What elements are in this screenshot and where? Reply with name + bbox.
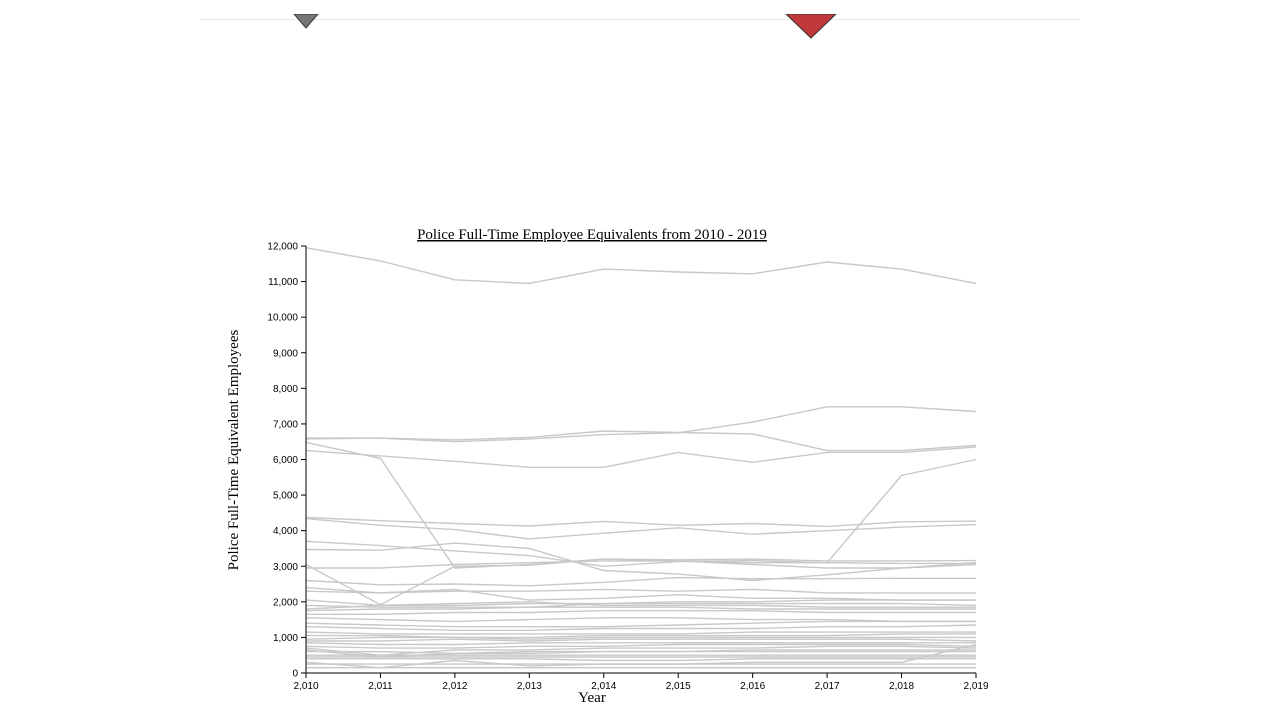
series-line-17[interactable] [305, 601, 976, 610]
x-tick-label: 2,010 [293, 681, 318, 692]
x-tick-label: 2,018 [889, 681, 914, 692]
y-tick-label: 6,000 [273, 455, 298, 466]
y-tick-label: 8,000 [273, 384, 298, 395]
x-tick-label: 2,012 [442, 681, 467, 692]
gray-diamond-marker[interactable] [292, 14, 320, 30]
red-diamond-marker[interactable] [784, 14, 838, 40]
x-tick-label: 2,015 [666, 681, 691, 692]
series-line-8[interactable] [305, 540, 976, 568]
series-line-34[interactable] [306, 658, 976, 662]
series-line-27[interactable] [305, 642, 976, 646]
series-line-19[interactable] [306, 610, 976, 615]
series-line-1[interactable] [305, 247, 977, 285]
top-divider [200, 19, 1080, 20]
series-line-31[interactable] [306, 650, 976, 655]
y-tick-label: 4,000 [273, 526, 298, 537]
series-line-21[interactable] [305, 620, 976, 628]
y-tick-label: 11,000 [268, 277, 298, 288]
y-axis-title: Police Full-Time Equivalent Employees [226, 330, 242, 571]
series-line-28[interactable] [305, 643, 977, 649]
y-tick-label: 5,000 [273, 491, 298, 502]
series-line-24[interactable] [306, 633, 976, 639]
x-tick-label: 2,016 [740, 681, 765, 692]
series-line-23[interactable] [305, 631, 976, 635]
series-line-12[interactable] [305, 576, 976, 587]
y-tick-label: 7,000 [273, 419, 298, 430]
y-tick-label: 3,000 [273, 562, 298, 573]
y-tick-label: 10,000 [267, 313, 298, 324]
series-line-14[interactable] [305, 588, 976, 594]
series-line-18[interactable] [305, 606, 976, 612]
series-line-2[interactable] [305, 406, 977, 443]
series-line-5[interactable] [305, 446, 977, 468]
series-lines [305, 247, 977, 669]
series-line-20[interactable] [305, 617, 976, 623]
series-line-16[interactable] [305, 602, 977, 608]
series-line-6[interactable] [305, 516, 977, 528]
axes: 0 1,000 2,000 3,000 4,000 5,000 6,000 7,000 8,00… [267, 242, 989, 693]
series-line-15[interactable] [305, 599, 976, 607]
chart-title: Police Full-Time Employee Equivalents fr… [417, 227, 767, 243]
series-line-3[interactable] [306, 430, 977, 452]
x-tick-label: 2,019 [963, 681, 988, 692]
x-tick-label: 2,011 [368, 681, 393, 692]
x-tick-label: 2,017 [815, 681, 840, 692]
x-axis-title: Year [578, 690, 606, 706]
x-tick-label: 2,013 [517, 681, 542, 692]
series-line-10[interactable] [305, 558, 977, 606]
y-tick-label: 9,000 [273, 348, 298, 359]
series-line-13[interactable] [305, 586, 976, 601]
series-line-26[interactable] [306, 638, 977, 642]
series-line-22[interactable] [305, 624, 977, 631]
x-tick-label: 2,014 [591, 681, 616, 692]
y-tick-label: 12,000 [267, 242, 298, 253]
y-tick-label: 1,000 [273, 633, 298, 644]
series-line-7[interactable] [305, 517, 977, 540]
series-line-25[interactable] [305, 636, 976, 640]
y-tick-label: 2,000 [273, 597, 298, 608]
y-tick-label: 0 [292, 669, 298, 680]
series-line-9[interactable] [305, 542, 977, 582]
series-line-4[interactable] [305, 441, 977, 569]
series-line-11[interactable] [306, 560, 977, 569]
